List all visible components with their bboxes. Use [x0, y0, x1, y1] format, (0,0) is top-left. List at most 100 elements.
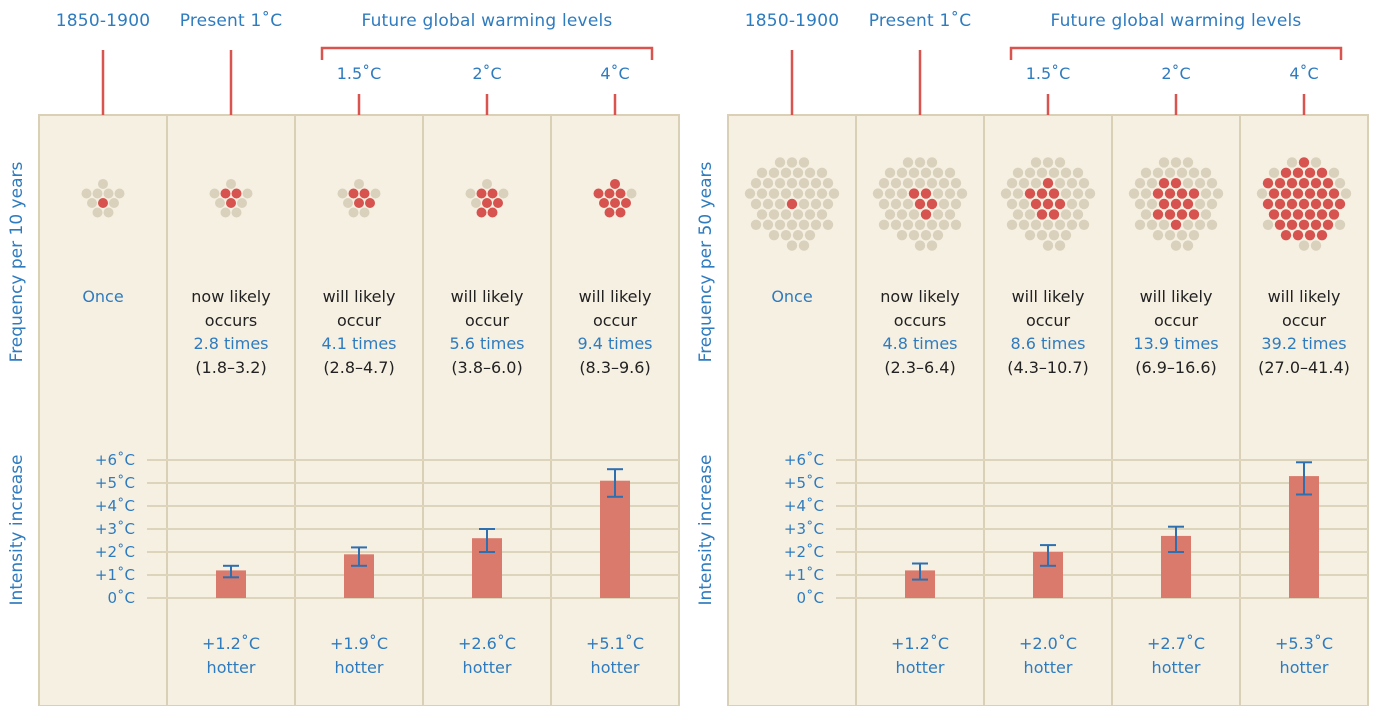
neutral-dot [1134, 178, 1146, 189]
neutral-dot [1340, 188, 1352, 199]
event-dot [1176, 209, 1188, 220]
event-dot [487, 188, 498, 199]
neutral-dot [1060, 229, 1072, 241]
neutral-dot [768, 188, 780, 199]
hotter-value: +5.1˚C [585, 634, 645, 653]
frequency-range: (2.8–4.7) [323, 357, 395, 377]
event-dot [365, 198, 375, 208]
neutral-dot [1170, 157, 1182, 168]
event-dot [487, 207, 498, 218]
neutral-dot [944, 209, 956, 220]
hotter-word: hotter [590, 657, 640, 677]
neutral-dot [956, 188, 968, 199]
event-dot [1286, 198, 1298, 210]
neutral-dot [465, 188, 476, 199]
event-dot [1274, 178, 1286, 189]
neutral-dot [878, 178, 890, 189]
event-dot [1048, 209, 1060, 220]
hotter-label: +5.1˚C hotter [551, 632, 679, 679]
hotter-value: +2.6˚C [457, 634, 517, 653]
hotter-word: hotter [206, 657, 256, 677]
event-dot [1322, 219, 1334, 230]
neutral-dot [109, 198, 119, 208]
neutral-dot [822, 178, 834, 189]
neutral-dot [1006, 198, 1018, 210]
panel-background [38, 114, 680, 706]
y-tick-label: +4˚C [94, 497, 135, 515]
event-dot [1334, 198, 1346, 210]
neutral-dot [237, 198, 247, 208]
neutral-dot [774, 198, 786, 210]
frequency-line1: will likely [578, 287, 652, 306]
event-dot [1298, 157, 1310, 168]
header-level-1: 1.5˚C [336, 64, 382, 83]
frequency-line2: occur [1153, 310, 1199, 330]
neutral-dot [1200, 209, 1212, 220]
neutral-dot [744, 188, 756, 199]
neutral-dot [1072, 167, 1084, 179]
neutral-dot [1262, 219, 1274, 230]
frequency-text: will likely occur 5.6 times (3.8–6.0) [423, 285, 551, 379]
neutral-dot [890, 178, 902, 189]
neutral-dot [798, 219, 810, 230]
frequency-text: will likely occur 8.6 times (4.3–10.7) [984, 285, 1112, 379]
neutral-dot [498, 188, 509, 199]
neutral-dot [1036, 167, 1048, 179]
neutral-dot [1042, 240, 1054, 251]
neutral-dot [1066, 198, 1078, 210]
frequency-range: (4.3–10.7) [1007, 357, 1089, 377]
event-dot [1170, 219, 1182, 230]
neutral-dot [774, 157, 786, 168]
neutral-dot [902, 178, 914, 189]
event-dot [1054, 198, 1066, 210]
neutral-dot [1206, 198, 1218, 210]
neutral-dot [1024, 209, 1036, 220]
frequency-range: (8.3–9.6) [579, 357, 651, 377]
neutral-dot [780, 167, 792, 179]
frequency-line1: now likely [191, 287, 271, 306]
neutral-dot [1078, 198, 1090, 210]
neutral-dot [938, 178, 950, 189]
hotter-value: +1.2˚C [201, 634, 261, 653]
event-dot [610, 198, 620, 208]
header-level-3: 4˚C [1289, 64, 1319, 83]
frequency-text: now likely occurs 2.8 times (1.8–3.2) [167, 285, 295, 379]
neutral-dot [798, 240, 810, 251]
y-tick-label: +2˚C [783, 543, 824, 561]
neutral-dot [1048, 167, 1060, 179]
neutral-dot [1328, 167, 1340, 179]
neutral-dot [1212, 188, 1224, 199]
neutral-dot [756, 209, 768, 220]
neutral-dot [1134, 198, 1146, 210]
neutral-dot [1012, 188, 1024, 199]
neutral-dot [482, 178, 492, 189]
hotter-label: +2.0˚C hotter [984, 632, 1112, 679]
frequency-line2: occur [1281, 310, 1327, 330]
neutral-dot [1310, 240, 1322, 251]
neutral-dot [1188, 167, 1200, 179]
frequency-text: will likely occur 13.9 times (6.9–16.6) [1112, 285, 1240, 379]
event-dot [1292, 167, 1304, 179]
event-dot [1280, 167, 1292, 179]
neutral-dot [1194, 178, 1206, 189]
event-dot [1164, 209, 1176, 220]
neutral-dot [908, 209, 920, 220]
neutral-dot [780, 209, 792, 220]
neutral-dot [1134, 219, 1146, 230]
event-dot [1316, 209, 1328, 220]
neutral-dot [786, 157, 798, 168]
event-dot [786, 198, 798, 210]
frequency-text: now likely occurs 4.8 times (2.3–6.4) [856, 285, 984, 379]
event-dot [1328, 188, 1340, 199]
event-dot [604, 207, 615, 218]
neutral-dot [209, 188, 220, 199]
neutral-dot [1066, 219, 1078, 230]
event-dot [1170, 198, 1182, 210]
neutral-dot [896, 209, 908, 220]
neutral-dot [1078, 178, 1090, 189]
hotter-word: hotter [1151, 657, 1201, 677]
neutral-dot [1152, 167, 1164, 179]
neutral-dot [938, 219, 950, 230]
neutral-dot [908, 167, 920, 179]
frequency-line2: occur [1025, 310, 1071, 330]
